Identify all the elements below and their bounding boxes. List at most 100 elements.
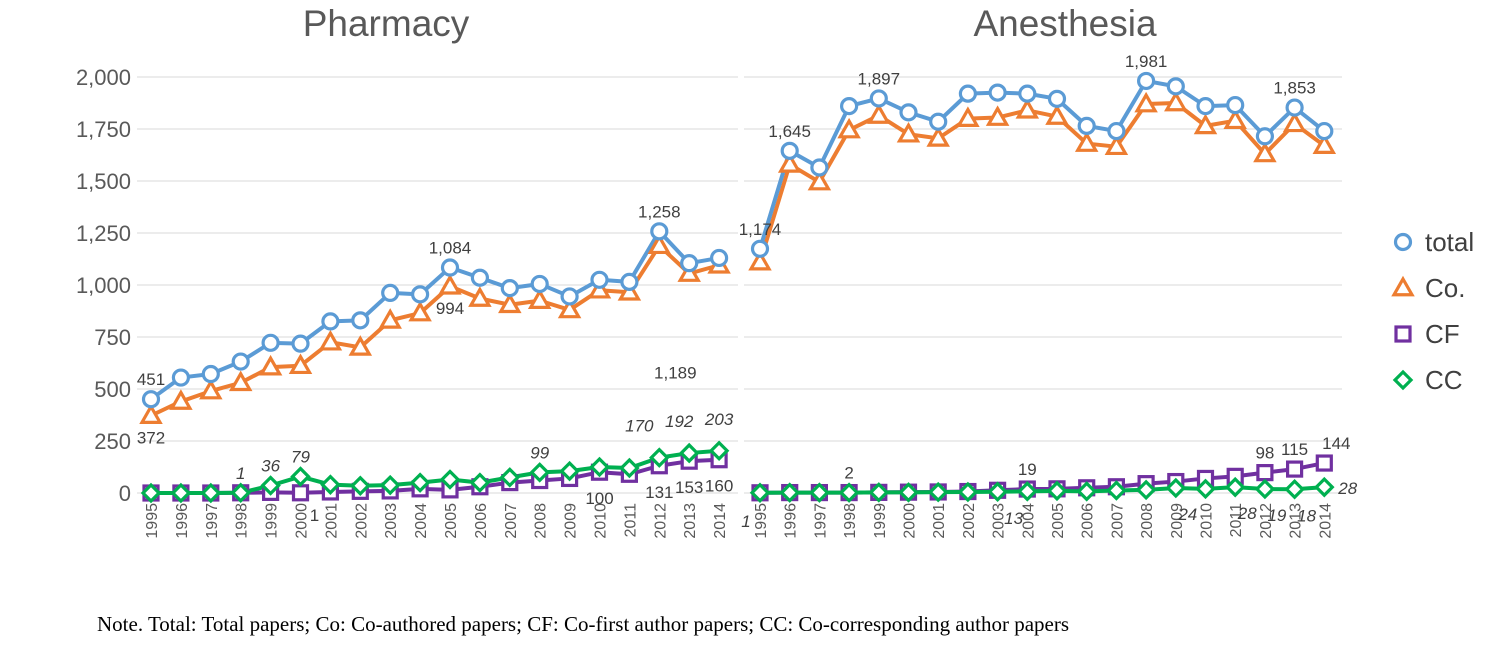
data-point-triangle xyxy=(288,353,313,375)
data-point-square xyxy=(1256,464,1274,482)
data-label: 451 xyxy=(137,370,165,389)
data-point-circle xyxy=(291,334,310,353)
legend-label: CF xyxy=(1425,319,1460,349)
data-point-diamond xyxy=(987,481,1008,503)
data-point-diamond xyxy=(260,475,281,496)
data-point-circle xyxy=(650,222,669,241)
data-point-circle xyxy=(839,97,859,116)
data-point-circle xyxy=(201,364,220,384)
data-point-circle xyxy=(381,283,400,303)
data-point-circle xyxy=(988,83,1007,102)
x-tick-label: 2005 xyxy=(1050,503,1067,539)
y-tick-label: 250 xyxy=(94,429,131,454)
x-tick-label: 2010 xyxy=(593,503,610,539)
data-label: 28 xyxy=(1237,504,1257,523)
data-point-circle xyxy=(1255,127,1275,146)
data-point-circle xyxy=(1315,121,1334,141)
data-point-triangle xyxy=(867,103,891,124)
data-label: 144 xyxy=(1322,434,1350,453)
data-point-circle xyxy=(411,285,430,304)
data-label: 13 xyxy=(1004,509,1023,528)
data-point-circle xyxy=(680,254,699,273)
data-point-triangle xyxy=(677,261,701,282)
data-label: 1 xyxy=(741,512,750,531)
x-tick-label: 2014 xyxy=(1317,503,1334,539)
data-label: 18 xyxy=(1297,506,1316,525)
data-point-triangle xyxy=(647,233,672,255)
legend-label: total xyxy=(1425,227,1474,257)
data-point-diamond xyxy=(619,457,640,479)
data-label: 79 xyxy=(291,448,310,467)
data-point-diamond xyxy=(499,467,521,488)
data-label: 994 xyxy=(436,299,464,318)
x-tick-label: 1998 xyxy=(842,503,859,539)
y-tick-label: 1,750 xyxy=(76,117,131,142)
data-label: 1,897 xyxy=(858,69,901,88)
x-tick-label: 2002 xyxy=(353,503,370,539)
data-point-circle xyxy=(1285,98,1304,117)
data-point-circle xyxy=(351,311,370,330)
data-point-triangle xyxy=(777,152,802,173)
data-point-triangle xyxy=(1253,141,1277,163)
data-point-circle xyxy=(709,248,729,268)
y-tick-label: 1,500 xyxy=(76,169,131,194)
panel-title: Pharmacy xyxy=(303,3,470,44)
data-point-diamond xyxy=(320,474,341,495)
panel-title: Anesthesia xyxy=(973,3,1156,44)
data-point-circle xyxy=(321,312,340,331)
data-point-circle xyxy=(1136,71,1156,91)
x-tick-label: 2014 xyxy=(712,503,729,539)
data-label: 115 xyxy=(1281,440,1308,459)
legend: total Co. CF CC xyxy=(1391,227,1474,395)
data-point-diamond xyxy=(649,447,670,468)
data-point-circle xyxy=(171,368,190,387)
legend-marker xyxy=(1392,369,1414,391)
x-tick-label: 2002 xyxy=(961,503,978,539)
data-point-diamond xyxy=(1135,479,1157,501)
x-tick-label: 2000 xyxy=(902,503,919,539)
legend-marker xyxy=(1394,325,1412,343)
x-tick-label: 2007 xyxy=(503,503,520,539)
y-tick-label: 1,250 xyxy=(76,221,131,246)
data-label: 131 xyxy=(645,483,673,502)
data-point-diamond xyxy=(200,482,222,504)
x-tick-label: 2012 xyxy=(652,503,669,539)
data-point-diamond xyxy=(1195,478,1216,500)
data-point-triangle xyxy=(1045,104,1069,125)
x-tick-label: 2008 xyxy=(1139,503,1156,539)
y-tick-label: 0 xyxy=(119,481,131,506)
data-label: 24 xyxy=(1177,505,1197,524)
legend-label: CC xyxy=(1425,365,1463,395)
data-label: 99 xyxy=(530,443,549,462)
x-tick-label: 2009 xyxy=(563,503,580,539)
data-point-triangle xyxy=(228,370,253,392)
data-point-diamond xyxy=(469,472,491,493)
data-point-triangle xyxy=(557,297,582,319)
data-label: 1 xyxy=(310,506,319,525)
data-point-diamond xyxy=(1224,476,1246,498)
x-tick-label: 2008 xyxy=(533,503,550,539)
data-point-circle xyxy=(261,333,280,352)
x-tick-label: 2013 xyxy=(1288,503,1305,539)
data-point-diamond xyxy=(559,460,580,482)
x-tick-label: 1995 xyxy=(144,503,161,539)
data-point-square xyxy=(291,484,310,502)
data-point-triangle xyxy=(617,280,642,301)
data-point-diamond xyxy=(678,442,700,464)
data-point-triangle xyxy=(837,117,861,139)
data-point-triangle xyxy=(318,329,343,351)
data-point-circle xyxy=(560,287,579,306)
data-point-circle xyxy=(590,270,609,289)
data-label: 1,258 xyxy=(638,202,681,221)
data-point-triangle xyxy=(1164,90,1188,112)
data-label: 1,174 xyxy=(739,220,782,239)
data-label: 2 xyxy=(844,464,853,483)
x-tick-label: 2005 xyxy=(443,503,460,539)
data-point-circle xyxy=(1107,121,1126,141)
data-point-triangle xyxy=(169,389,193,410)
data-point-triangle xyxy=(1193,113,1218,135)
data-point-triangle xyxy=(1282,111,1307,133)
data-point-triangle xyxy=(378,308,402,329)
data-point-circle xyxy=(470,268,489,287)
